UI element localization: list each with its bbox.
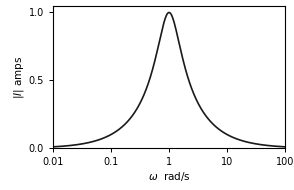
X-axis label: $\omega$  rad/s: $\omega$ rad/s <box>148 170 191 183</box>
Y-axis label: $|I|$ amps: $|I|$ amps <box>12 55 26 99</box>
